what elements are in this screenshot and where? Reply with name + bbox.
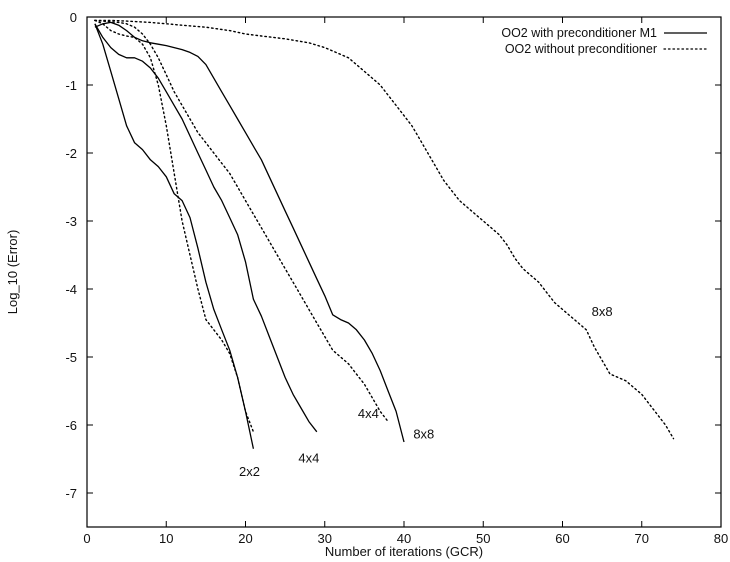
series-line-4-dotted xyxy=(94,19,389,423)
x-tick-label: 50 xyxy=(476,531,490,546)
y-tick-label: -4 xyxy=(65,282,77,297)
y-tick-label: -6 xyxy=(65,418,77,433)
series-line-5-dotted xyxy=(94,19,675,440)
y-tick-label: 0 xyxy=(70,10,77,25)
x-tick-label: 60 xyxy=(555,531,569,546)
curve-label-8x8: 8x8 xyxy=(592,304,613,319)
y-tick-label: -3 xyxy=(65,214,77,229)
axis-ticks: 0 10 20 30 40 50 60 70 80 0 -1 -2 -3 -4 -5 -6 -7 xyxy=(65,10,728,546)
curve-label-2x2: 2x2 xyxy=(239,464,260,479)
series-line-0-solid xyxy=(94,23,255,449)
x-tick-label: 10 xyxy=(159,531,173,546)
curve-label-4x4: 4x4 xyxy=(358,406,379,421)
legend-label: OO2 without preconditioner xyxy=(505,42,657,56)
curve-label-4x4: 4x4 xyxy=(298,450,319,465)
series-line-2-solid xyxy=(94,21,405,443)
series-line-1-solid xyxy=(94,23,318,433)
curves-group xyxy=(94,19,675,449)
legend: OO2 with preconditioner M1 OO2 without pr… xyxy=(501,26,708,56)
x-tick-label: 20 xyxy=(238,531,252,546)
x-tick-label: 40 xyxy=(397,531,411,546)
curve-label-8x8: 8x8 xyxy=(413,427,434,442)
y-tick-label: -5 xyxy=(65,350,77,365)
x-tick-label: 70 xyxy=(635,531,649,546)
y-tick-label: -2 xyxy=(65,146,77,161)
y-tick-label: -1 xyxy=(65,78,77,93)
plot-frame xyxy=(86,16,722,528)
legend-label: OO2 with preconditioner M1 xyxy=(501,26,657,40)
y-tick-label: -7 xyxy=(65,486,77,501)
curve-labels: 2x2 4x4 8x8 4x4 8x8 xyxy=(239,304,613,479)
x-tick-label: 80 xyxy=(714,531,728,546)
y-axis-title: Log_10 (Error) xyxy=(5,230,20,315)
series-line-3-dotted xyxy=(94,19,255,433)
x-axis-title: Number of iterations (GCR) xyxy=(325,544,483,559)
x-tick-label: 0 xyxy=(83,531,90,546)
x-tick-label: 30 xyxy=(318,531,332,546)
